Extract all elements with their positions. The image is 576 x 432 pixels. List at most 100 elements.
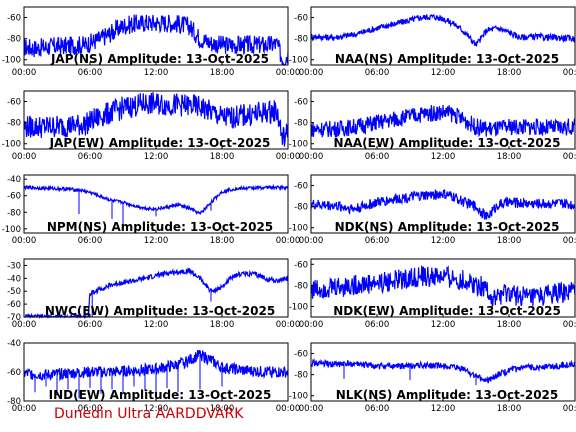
- x-tick-label: 00:00: [276, 404, 301, 414]
- y-tick-label: -100: [289, 392, 308, 402]
- x-tick-label: 00:00: [276, 236, 301, 246]
- panel-title: NPM(NS) Amplitude: 13-Oct-2025: [47, 220, 273, 234]
- y-tick-label: -60: [294, 182, 308, 192]
- x-tick-label: 06:00: [78, 404, 103, 414]
- x-tick-label: 18:00: [210, 320, 235, 330]
- panel-title: JAP(NS) Amplitude: 13-Oct-2025: [50, 52, 269, 66]
- footer-credit: Dunedin Ultra AARDDVARK: [54, 406, 244, 422]
- y-tick-label: -100: [289, 140, 308, 150]
- panel-title: NAA(NS) Amplitude: 13-Oct-2025: [335, 52, 559, 66]
- y-tick-label: -100: [289, 302, 308, 312]
- x-tick-label: 00:00: [276, 68, 301, 78]
- trace-line: [23, 92, 289, 147]
- x-tick-label: 18:00: [210, 236, 235, 246]
- y-tick-label: -80: [294, 371, 308, 381]
- panel-6: -100-80-6000:0006:0012:0018:0000:00NDK(N…: [289, 174, 576, 246]
- x-tick-label: 00:00: [299, 152, 324, 162]
- x-tick-label: 18:00: [497, 236, 522, 246]
- y-tick-label: -60: [7, 14, 21, 24]
- x-tick-label: 18:00: [497, 404, 522, 414]
- x-tick-label: 00:00: [12, 68, 37, 78]
- x-tick-label: 12:00: [431, 320, 456, 330]
- panel-title: NDK(EW) Amplitude: 13-Oct-2025: [333, 304, 561, 318]
- x-tick-label: 06:00: [365, 320, 390, 330]
- y-tick-label: -60: [294, 350, 308, 360]
- y-tick-label: -80: [7, 208, 21, 218]
- panel-3: -100 -80 -60 00:00 06:00 12:00 18:00 00:00 JAP(E…: [2, 90, 301, 162]
- y-tick-label: -60: [294, 260, 308, 270]
- trace-line: [23, 183, 289, 216]
- x-tick-label: 00:00: [12, 320, 37, 330]
- y-tick-label: -50: [7, 287, 21, 297]
- x-tick-label: 06:00: [78, 152, 103, 162]
- y-tick-label: -80: [7, 119, 21, 129]
- y-tick-label: -80: [294, 281, 308, 291]
- x-tick-label: 06:00: [365, 404, 390, 414]
- x-tick-label: 00:00: [12, 404, 37, 414]
- x-tick-label: 06:00: [78, 320, 103, 330]
- y-tick-label: -80: [7, 35, 21, 45]
- x-tick-label: 18:00: [210, 68, 235, 78]
- x-tick-label: 12:00: [144, 236, 169, 246]
- trace-line: [23, 14, 289, 66]
- x-tick-label: 18:00: [497, 152, 522, 162]
- panel-2: -100 -80 -60 00:00 06:00 12:00 18:00 00:00 NAA(N…: [289, 6, 576, 78]
- x-tick-label: 00:00: [563, 68, 576, 78]
- x-tick-label: 00:00: [12, 236, 37, 246]
- x-tick-label: 00:00: [299, 404, 324, 414]
- x-tick-label: 18:00: [210, 152, 235, 162]
- x-tick-label: 00:00: [563, 320, 576, 330]
- x-tick-label: 18:00: [497, 68, 522, 78]
- y-tick-label: -80: [7, 397, 21, 407]
- trace-line: [310, 189, 576, 220]
- x-tick-label: 12:00: [144, 320, 169, 330]
- x-tick-label: 18:00: [497, 320, 522, 330]
- x-tick-label: 12:00: [431, 152, 456, 162]
- y-tick-label: -40: [7, 339, 21, 349]
- x-tick-label: 12:00: [431, 236, 456, 246]
- panel-10: -100 -80 -60 00:00 06:00 12:00 18:00 00:00 NLK(N…: [289, 342, 576, 414]
- x-tick-label: 18:00: [210, 404, 235, 414]
- y-tick-label: -100: [2, 56, 21, 66]
- y-tick-label: -100: [289, 224, 308, 234]
- y-tick-label: -100: [2, 140, 21, 150]
- x-tick-label: 00:00: [12, 152, 37, 162]
- x-tick-label: 12:00: [431, 404, 456, 414]
- x-tick-label: 00:00: [563, 236, 576, 246]
- x-tick-label: 00:00: [299, 320, 324, 330]
- panel-title: NWC(EW) Amplitude: 13-Oct-2025: [45, 304, 275, 318]
- y-tick-label: -70: [7, 313, 21, 323]
- y-tick-label: -40: [7, 274, 21, 284]
- x-tick-label: 06:00: [365, 68, 390, 78]
- trace-line: [310, 13, 576, 47]
- panel-title: JAP(EW) Amplitude: 13-Oct-2025: [49, 136, 271, 150]
- x-tick-label: 00:00: [276, 152, 301, 162]
- y-tick-label: -80: [294, 203, 308, 213]
- y-tick-label: -60: [7, 192, 21, 202]
- x-tick-label: 06:00: [78, 236, 103, 246]
- y-tick-label: -80: [294, 119, 308, 129]
- y-tick-label: -100: [289, 56, 308, 66]
- x-tick-label: 12:00: [144, 152, 169, 162]
- panel-9: -80 -60 -40 00:00 06:00 12:00 18:00 00:00 IND(EW…: [7, 339, 300, 414]
- y-tick-label: -60: [7, 98, 21, 108]
- y-tick-label: -60: [294, 14, 308, 24]
- y-tick-label: -80: [294, 35, 308, 45]
- panel-7: -70 -60 -50 -40 -30 00:00 06:00 12:00 18:00 00:00…: [7, 258, 300, 330]
- x-tick-label: 12:00: [431, 68, 456, 78]
- x-tick-label: 00:00: [563, 152, 576, 162]
- y-tick-label: -60: [7, 368, 21, 378]
- x-tick-label: 00:00: [299, 68, 324, 78]
- trace-line: [310, 357, 576, 384]
- y-tick-label: -40: [7, 175, 21, 185]
- y-tick-label: -60: [7, 300, 21, 310]
- panel-title: IND(EW) Amplitude: 13-Oct-2025: [49, 388, 272, 402]
- x-tick-label: 06:00: [78, 68, 103, 78]
- panel-title: NLK(NS) Amplitude: 13-Oct-2025: [336, 388, 559, 402]
- trace-line: [23, 349, 289, 382]
- panel-4: -100-80-6000:0006:0012:0018:0000:00NAA(E…: [289, 90, 576, 162]
- y-tick-label: -60: [294, 98, 308, 108]
- x-tick-label: 06:00: [365, 236, 390, 246]
